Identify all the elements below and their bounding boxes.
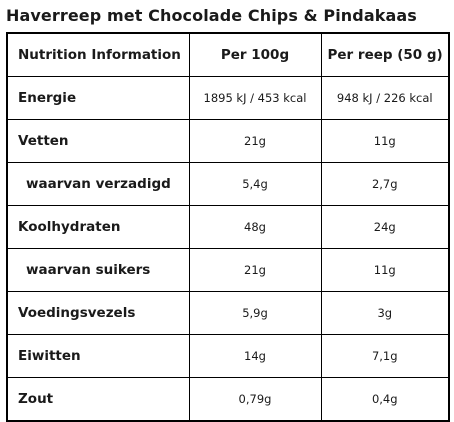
row-label: waarvan verzadigd	[6, 162, 190, 206]
table-row-verzadigd: waarvan verzadigd 5,4g 2,7g	[6, 162, 450, 206]
nutrition-table: Nutrition Information Per 100g Per reep …	[6, 32, 450, 422]
value-per-100g: 21g	[188, 119, 322, 163]
value-per-100g: 5,9g	[188, 291, 322, 335]
row-label: Koolhydraten	[6, 205, 190, 249]
value-per-bar: 948 kJ / 226 kcal	[320, 76, 450, 120]
value-per-100g: 14g	[188, 334, 322, 378]
value-per-100g: 5,4g	[188, 162, 322, 206]
value-per-100g: 48g	[188, 205, 322, 249]
value-per-bar: 2,7g	[320, 162, 450, 206]
table-row-eiwitten: Eiwitten 14g 7,1g	[6, 334, 450, 378]
value-per-bar: 11g	[320, 248, 450, 292]
table-row-energie: Energie 1895 kJ / 453 kcal 948 kJ / 226 …	[6, 76, 450, 120]
value-per-bar: 24g	[320, 205, 450, 249]
table-row-vetten: Vetten 21g 11g	[6, 119, 450, 163]
value-per-bar: 7,1g	[320, 334, 450, 378]
row-label: Energie	[6, 76, 190, 120]
column-header-per-100g: Per 100g	[188, 32, 322, 77]
row-label: Voedingsvezels	[6, 291, 190, 335]
column-header-per-bar: Per reep (50 g)	[320, 32, 450, 77]
page-title: Haverreep met Chocolade Chips & Pindakaa…	[6, 6, 417, 25]
value-per-bar: 11g	[320, 119, 450, 163]
row-label: waarvan suikers	[6, 248, 190, 292]
value-per-bar: 0,4g	[320, 377, 450, 422]
value-per-bar: 3g	[320, 291, 450, 335]
column-header-nutrient: Nutrition Information	[6, 32, 190, 77]
value-per-100g: 1895 kJ / 453 kcal	[188, 76, 322, 120]
value-per-100g: 0,79g	[188, 377, 322, 422]
table-row-zout: Zout 0,79g 0,4g	[6, 377, 450, 422]
row-label: Eiwitten	[6, 334, 190, 378]
row-label: Vetten	[6, 119, 190, 163]
table-header-row: Nutrition Information Per 100g Per reep …	[6, 32, 450, 77]
row-label: Zout	[6, 377, 190, 422]
table-row-voedingsvezels: Voedingsvezels 5,9g 3g	[6, 291, 450, 335]
table-row-suikers: waarvan suikers 21g 11g	[6, 248, 450, 292]
value-per-100g: 21g	[188, 248, 322, 292]
table-row-koolhydraten: Koolhydraten 48g 24g	[6, 205, 450, 249]
